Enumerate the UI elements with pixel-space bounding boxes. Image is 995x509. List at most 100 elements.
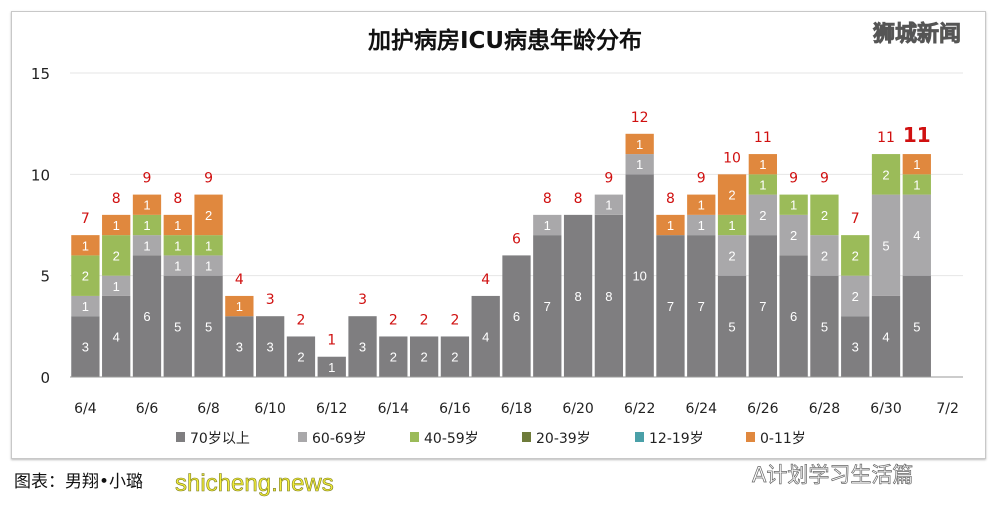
bar-segment: [656, 214, 685, 236]
segment-value-label: 1: [759, 177, 766, 192]
x-tick-label: 6/30: [870, 401, 901, 417]
segment-value-label: 1: [205, 238, 212, 253]
segment-value-label: 5: [882, 238, 889, 253]
total-label: 9: [789, 171, 798, 187]
bar-segment: [748, 154, 777, 175]
segment-value-label: 2: [852, 289, 859, 304]
x-tick-label: 6/20: [562, 401, 593, 417]
total-label: 2: [420, 312, 429, 328]
bar-segment: [163, 235, 192, 256]
brand-logo: 狮城新闻: [873, 22, 962, 48]
bar-segment: [871, 295, 901, 377]
segment-value-label: 6: [513, 309, 520, 324]
segment-value-label: 2: [113, 248, 120, 263]
segment-value-label: 3: [267, 340, 274, 355]
segment-value-label: 1: [174, 238, 181, 253]
bar-segment: [687, 194, 716, 215]
bar-segment: [348, 316, 377, 377]
bar-segment: [102, 214, 131, 236]
legend-label: 20-39岁: [536, 431, 591, 447]
bar-segment: [194, 235, 223, 256]
bar-segment: [902, 154, 931, 175]
segment-value-label: 2: [728, 188, 735, 203]
segment-value-label: 8: [574, 289, 581, 304]
bar-segment: [471, 295, 500, 377]
segment-value-label: 7: [667, 299, 674, 314]
bar-segment: [902, 275, 931, 377]
bar-segment: [748, 194, 777, 236]
bar-segment: [132, 214, 162, 236]
segment-value-label: 2: [759, 208, 766, 223]
total-label: 11: [903, 123, 931, 147]
segment-value-label: 1: [205, 259, 212, 274]
segment-value-label: 1: [636, 157, 643, 172]
segment-value-label: 4: [482, 329, 489, 344]
segment-value-label: 1: [113, 279, 120, 294]
total-label: 11: [754, 130, 772, 146]
total-label: 12: [631, 110, 649, 126]
segment-value-label: 6: [143, 309, 150, 324]
total-label: 8: [173, 191, 182, 207]
x-tick-label: 6/24: [686, 401, 718, 417]
x-tick-label: 6/26: [747, 401, 779, 417]
total-label: 7: [81, 211, 90, 227]
segment-value-label: 6: [790, 309, 797, 324]
bar-segment: [594, 194, 624, 215]
bar-segment: [717, 174, 747, 215]
segment-value-label: 2: [821, 248, 828, 263]
total-label: 2: [389, 312, 398, 328]
bar-segment: [194, 255, 223, 276]
segment-value-label: 2: [421, 350, 428, 365]
segment-value-label: 1: [698, 218, 705, 233]
x-tick-label: 6/12: [316, 401, 347, 417]
bar-segment: [748, 174, 777, 195]
x-tick-label: 6/22: [624, 401, 655, 417]
bar-segment: [379, 336, 408, 377]
total-label: 11: [877, 130, 895, 146]
x-tick-label: 6/8: [197, 401, 220, 417]
bar-segment: [132, 255, 162, 377]
chart-title: 加护病房ICU病患年龄分布: [367, 27, 642, 54]
segment-value-label: 5: [728, 319, 735, 334]
segment-value-label: 7: [759, 299, 766, 314]
bar-segment: [779, 194, 808, 215]
segment-value-label: 1: [82, 299, 89, 314]
segment-value-label: 1: [759, 157, 766, 172]
segment-value-label: 1: [913, 177, 920, 192]
watermark-account: A计划学习生活篇: [752, 463, 914, 488]
segment-value-label: 7: [544, 299, 551, 314]
total-label: 8: [543, 191, 552, 207]
bar-segment: [902, 174, 931, 195]
legend-label: 12-19岁: [649, 431, 704, 447]
total-label: 10: [723, 150, 741, 166]
bar-segment: [748, 235, 777, 377]
bar-segment: [871, 194, 901, 296]
total-label: 2: [450, 312, 459, 328]
legend-swatch: [635, 432, 644, 442]
legend-swatch: [746, 432, 755, 442]
bar-segment: [440, 336, 470, 377]
segment-value-label: 5: [913, 319, 920, 334]
total-label: 1: [327, 333, 336, 349]
bar-segment: [779, 255, 808, 377]
bar-segment: [102, 275, 131, 296]
bar-segment: [717, 214, 747, 236]
bar-segment: [841, 316, 870, 377]
segment-value-label: 2: [790, 228, 797, 243]
segment-value-label: 5: [174, 319, 181, 334]
segment-value-label: 1: [113, 218, 120, 233]
bar-segment: [225, 295, 254, 317]
total-label: 8: [574, 191, 583, 207]
segment-value-label: 4: [113, 329, 120, 344]
bar-segment: [717, 275, 747, 377]
segment-value-label: 1: [605, 198, 612, 213]
x-tick-label: 7/2: [936, 401, 959, 417]
total-label: 4: [481, 272, 490, 288]
bar-segment: [163, 275, 192, 377]
bar-segment: [625, 133, 654, 155]
segment-value-label: 8: [605, 289, 612, 304]
x-tick-label: 6/28: [809, 401, 840, 417]
bar-segment: [871, 154, 901, 195]
segment-value-label: 1: [82, 238, 89, 253]
bar-segment: [810, 194, 839, 236]
